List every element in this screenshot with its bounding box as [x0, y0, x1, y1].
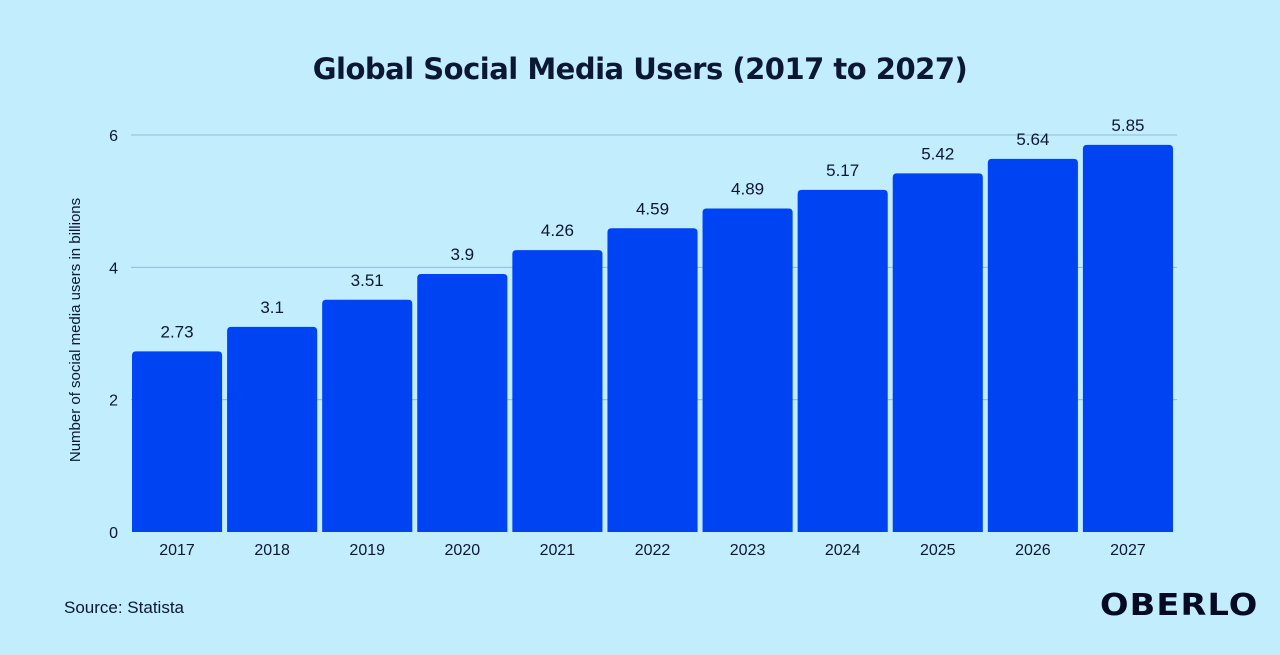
- chart-title: Global Social Media Users (2017 to 2027): [312, 52, 968, 86]
- data-label: 4.59: [636, 199, 669, 218]
- data-label: 5.17: [826, 161, 859, 180]
- bar: [1082, 144, 1173, 533]
- data-label: 3.9: [450, 245, 474, 264]
- y-tick-label: 4: [109, 260, 118, 277]
- data-label: 3.51: [351, 271, 384, 290]
- x-tick-label: 2026: [1015, 542, 1051, 559]
- data-label: 5.64: [1016, 130, 1049, 149]
- bar: [892, 173, 983, 533]
- bar: [417, 273, 508, 532]
- y-tick-label: 2: [109, 393, 118, 410]
- data-label: 5.42: [921, 144, 954, 163]
- data-label: 5.85: [1111, 116, 1144, 135]
- x-tick-label: 2019: [349, 542, 385, 559]
- x-tick-label: 2024: [825, 542, 861, 559]
- x-tick-label: 2022: [635, 542, 671, 559]
- oberlo-logo: OBERLO: [1100, 588, 1259, 623]
- source-note: Source: Statista: [64, 598, 185, 617]
- bar: [322, 299, 413, 532]
- bar: [702, 208, 793, 532]
- bar: [227, 326, 318, 532]
- bar: [607, 228, 698, 533]
- x-tick-label: 2018: [254, 542, 290, 559]
- x-tick-label: 2021: [540, 542, 576, 559]
- x-tick-label: 2017: [159, 542, 195, 559]
- data-label: 4.26: [541, 221, 574, 240]
- y-axis-label: Number of social media users in billions: [67, 198, 84, 462]
- bar: [512, 250, 603, 532]
- bar: [132, 351, 223, 532]
- x-tick-label: 2027: [1110, 542, 1146, 559]
- y-tick-label: 0: [109, 525, 118, 542]
- y-tick-label: 6: [109, 128, 118, 145]
- bar: [987, 158, 1078, 532]
- x-tick-label: 2023: [730, 542, 766, 559]
- data-label: 2.73: [160, 322, 193, 341]
- x-tick-label: 2025: [920, 542, 956, 559]
- data-label: 4.89: [731, 179, 764, 198]
- data-label: 3.1: [260, 298, 284, 317]
- bar: [797, 189, 888, 532]
- x-tick-label: 2020: [445, 542, 481, 559]
